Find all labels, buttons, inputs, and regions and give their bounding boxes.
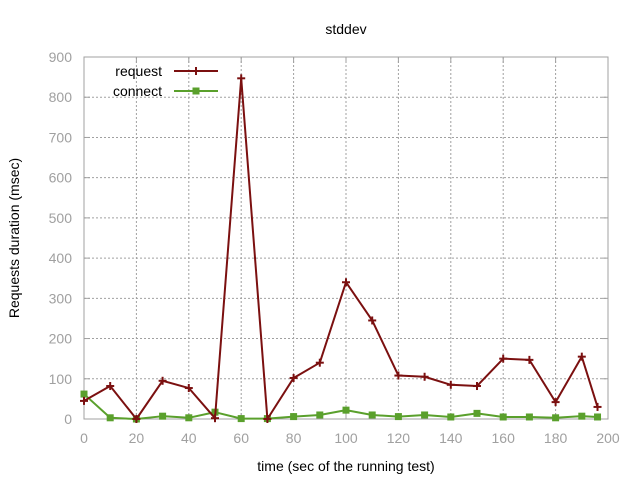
data-point-connect <box>594 413 602 421</box>
x-tick-label: 60 <box>233 430 249 446</box>
data-point-request <box>315 358 324 367</box>
data-point-connect <box>394 413 402 421</box>
data-point-connect <box>473 409 481 417</box>
series <box>80 74 602 423</box>
data-point-request <box>211 414 219 423</box>
data-point-connect <box>578 412 586 420</box>
data-point-request <box>593 402 602 411</box>
data-point-connect <box>316 411 324 419</box>
x-tick-label: 100 <box>334 430 358 446</box>
legend-marker <box>192 87 200 95</box>
grid <box>84 57 608 419</box>
y-tick-label: 100 <box>49 371 73 387</box>
chart-title: stddev <box>325 21 366 37</box>
data-point-request <box>368 316 377 325</box>
x-tick-label: 80 <box>286 430 302 446</box>
data-point-connect <box>185 414 193 422</box>
data-point-connect <box>525 413 533 421</box>
y-tick-label: 600 <box>49 170 73 186</box>
data-point-request <box>106 382 115 391</box>
data-point-request <box>132 415 141 423</box>
data-point-request <box>158 376 167 385</box>
legend: request connect <box>113 63 218 99</box>
legend-marker <box>192 67 200 75</box>
data-point-request <box>499 354 508 363</box>
x-tick-label: 20 <box>129 430 145 446</box>
data-point-connect <box>342 406 350 414</box>
y-tick-label: 500 <box>49 210 73 226</box>
data-point-request <box>237 74 246 83</box>
legend-label: request <box>115 63 162 79</box>
data-point-request <box>342 278 350 287</box>
series-line-request <box>83 77 599 420</box>
data-point-connect <box>552 414 560 422</box>
data-point-connect <box>106 414 114 422</box>
data-point-request <box>473 382 481 391</box>
data-point-connect <box>237 415 245 423</box>
data-point-connect <box>159 412 167 420</box>
data-point-request <box>420 372 429 381</box>
x-axis-label: time (sec of the running test) <box>257 458 434 474</box>
x-tick-label: 0 <box>80 430 88 446</box>
x-tick-label: 40 <box>181 430 197 446</box>
x-tick-label: 120 <box>387 430 411 446</box>
data-point-request <box>394 371 403 380</box>
data-point-connect <box>421 411 429 419</box>
y-tick-label: 800 <box>49 89 73 105</box>
legend-entry-request: request <box>115 63 218 79</box>
series-connect <box>80 390 602 423</box>
data-point-request <box>577 352 586 361</box>
y-tick-label: 400 <box>49 250 73 266</box>
x-tick-label: 160 <box>492 430 516 446</box>
axis-ticks: 0 100 200 300 400 500 600 700 800 900 0 20 40 60 80 100… <box>49 49 620 446</box>
data-point-request <box>263 415 272 423</box>
y-axis-label: Requests duration (msec) <box>6 158 22 318</box>
legend-entry-connect: connect <box>113 83 218 99</box>
data-point-request <box>525 355 534 364</box>
y-tick-label: 900 <box>49 49 73 65</box>
data-point-request <box>446 380 455 389</box>
y-tick-label: 200 <box>49 331 73 347</box>
data-point-request <box>80 396 88 405</box>
data-point-request <box>184 384 193 393</box>
data-point-connect <box>80 390 88 398</box>
series-request <box>80 74 602 423</box>
x-tick-label: 200 <box>596 430 620 446</box>
y-tick-label: 0 <box>64 411 72 427</box>
x-tick-label: 180 <box>544 430 568 446</box>
data-point-connect <box>368 411 376 419</box>
y-tick-label: 700 <box>49 129 73 145</box>
y-tick-label: 300 <box>49 290 73 306</box>
data-point-connect <box>290 413 298 421</box>
x-tick-label: 140 <box>439 430 463 446</box>
data-point-request <box>551 398 560 407</box>
data-point-connect <box>447 413 455 421</box>
data-point-connect <box>499 413 507 421</box>
legend-label: connect <box>113 83 162 99</box>
data-point-request <box>289 373 298 382</box>
